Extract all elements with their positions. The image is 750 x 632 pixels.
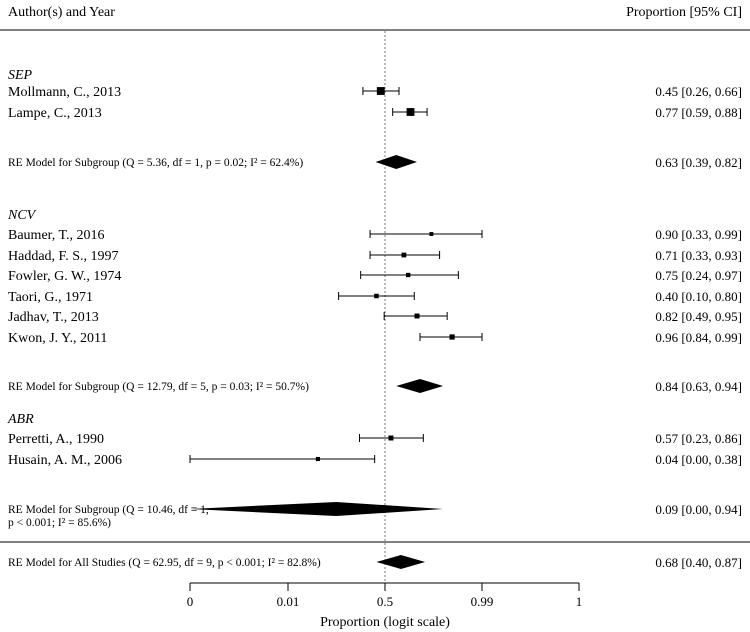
x-tick-label: 0.5 xyxy=(377,594,393,609)
subgroup-summary-diamond xyxy=(375,155,418,169)
subgroup-heading: NCV xyxy=(7,208,37,223)
overall-summary-label: RE Model for All Studies (Q = 62.95, df … xyxy=(8,557,321,569)
subgroup-summary-label: RE Model for Subgroup (Q = 10.46, df = 1… xyxy=(8,504,209,516)
subgroup-summary-label: RE Model for Subgroup (Q = 12.79, df = 5… xyxy=(8,381,309,393)
x-tick-label: 1 xyxy=(576,594,583,609)
study-point xyxy=(388,435,394,441)
study-label: Husain, A. M., 2006 xyxy=(8,453,122,468)
subgroup-summary-diamond xyxy=(190,502,444,516)
study-point xyxy=(429,232,434,236)
study-label: Taori, G., 1971 xyxy=(8,290,93,305)
study-ci-text: 0.45 [0.26, 0.66] xyxy=(655,84,742,99)
x-tick-label: 0.01 xyxy=(277,594,300,609)
subgroup-summary-ci-text: 0.84 [0.63, 0.94] xyxy=(655,379,742,394)
study-label: Fowler, G. W., 1974 xyxy=(8,269,121,284)
subgroup-summary-ci-text: 0.09 [0.00, 0.94] xyxy=(655,502,742,517)
study-point xyxy=(406,272,411,278)
subgroup-heading: SEP xyxy=(8,68,33,83)
study-point xyxy=(315,456,320,462)
subgroup-summary-ci-text: 0.63 [0.39, 0.82] xyxy=(655,155,742,170)
subgroup-summary-diamond xyxy=(396,379,444,393)
subgroup-summary-label: p < 0.001; I² = 85.6%) xyxy=(8,517,111,529)
study-label: Lampe, C., 2013 xyxy=(8,106,102,121)
study-ci-text: 0.40 [0.10, 0.80] xyxy=(655,289,742,304)
study-ci-text: 0.04 [0.00, 0.38] xyxy=(655,452,742,467)
study-point xyxy=(374,293,379,299)
x-axis-label: Proportion (logit scale) xyxy=(320,615,450,630)
study-ci-text: 0.96 [0.84, 0.99] xyxy=(655,330,742,345)
study-ci-text: 0.71 [0.33, 0.93] xyxy=(655,248,742,263)
study-label: Perretti, A., 1990 xyxy=(8,432,104,447)
subgroup-heading: ABR xyxy=(7,412,34,427)
study-point xyxy=(414,313,420,319)
study-label: Jadhav, T., 2013 xyxy=(8,310,99,325)
header-right: Proportion [95% CI] xyxy=(626,5,742,20)
study-point xyxy=(401,252,407,258)
x-tick-label: 0 xyxy=(187,594,194,609)
x-tick-label: 0.99 xyxy=(471,594,494,609)
study-label: Baumer, T., 2016 xyxy=(8,228,105,243)
study-label: Kwon, J. Y., 2011 xyxy=(8,331,107,346)
study-label: Mollmann, C., 2013 xyxy=(8,85,121,100)
study-ci-text: 0.57 [0.23, 0.86] xyxy=(655,431,742,446)
study-ci-text: 0.75 [0.24, 0.97] xyxy=(655,268,742,283)
overall-summary-ci-text: 0.68 [0.40, 0.87] xyxy=(655,555,742,570)
study-ci-text: 0.82 [0.49, 0.95] xyxy=(655,309,742,324)
study-ci-text: 0.90 [0.33, 0.99] xyxy=(655,227,742,242)
study-label: Haddad, F. S., 1997 xyxy=(8,249,119,264)
study-point xyxy=(406,108,415,116)
overall-summary-diamond xyxy=(376,555,426,569)
study-point xyxy=(376,87,385,95)
study-ci-text: 0.77 [0.59, 0.88] xyxy=(655,105,742,120)
subgroup-summary-label: RE Model for Subgroup (Q = 5.36, df = 1,… xyxy=(8,157,303,169)
study-point xyxy=(449,334,455,340)
header-left: Author(s) and Year xyxy=(8,5,115,20)
